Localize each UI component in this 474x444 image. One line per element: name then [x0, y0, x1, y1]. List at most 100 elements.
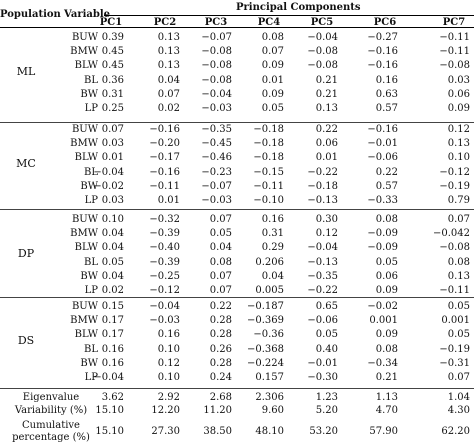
table-cell: −0.04 [149, 301, 180, 312]
header-pc7: PC7 [442, 17, 466, 28]
table-cell: 0.09 [375, 329, 398, 341]
table-cell: 0.08 [209, 256, 232, 268]
population-label: DP [17, 246, 35, 260]
table-cell: 0.17 [101, 315, 124, 327]
table-cell: −0.18 [253, 124, 284, 135]
header-variable: Variable [64, 9, 111, 20]
table-cell: −0.12 [149, 285, 180, 296]
table-cell: −0.08 [201, 46, 232, 58]
table-cell: −0.18 [307, 180, 338, 192]
table-cell: −0.46 [201, 152, 232, 164]
footer-cell: 9.60 [261, 405, 284, 416]
table-cell: −0.03 [201, 103, 232, 114]
group-divider [0, 209, 474, 210]
table-cell: 0.45 [101, 60, 124, 72]
variable-label: BUW [71, 124, 98, 135]
table-cell: 0.05 [209, 228, 232, 240]
table-cell: 0.13 [447, 138, 470, 150]
footer-cell: 4.30 [447, 405, 470, 416]
header-pc3: PC3 [204, 17, 228, 28]
table-cell: 0.07 [447, 372, 470, 383]
variable-label: LP [84, 103, 98, 114]
variable-label: BUW [71, 32, 98, 43]
table-cell: 0.001 [441, 315, 470, 327]
table-cell: −0.15 [253, 166, 284, 178]
table-cell: 0.16 [101, 357, 124, 369]
table-cell: 0.13 [447, 270, 470, 282]
table-cell: −0.16 [149, 124, 180, 135]
table-cell: 0.05 [447, 329, 470, 341]
variable-label: BMW [70, 228, 98, 240]
table-cell: −0.08 [439, 60, 470, 72]
variable-label: BUW [71, 214, 98, 225]
footer-label: percentage (%) [12, 432, 90, 443]
table-cell: 0.21 [375, 372, 398, 383]
table-cell: 0.04 [101, 228, 124, 240]
table-cell: 0.09 [447, 103, 470, 114]
table-cell: −0.11 [253, 180, 284, 192]
table-cell: 0.03 [447, 74, 470, 86]
table-cell: −0.27 [367, 32, 398, 43]
table-cell: 0.05 [101, 256, 124, 268]
table-cell: −0.03 [149, 315, 180, 327]
table-cell: 0.08 [375, 214, 398, 225]
header-pc4: PC4 [257, 17, 281, 28]
table-cell: 0.65 [315, 301, 338, 312]
table-cell: 0.22 [315, 124, 338, 135]
table-cell: 0.09 [261, 88, 284, 100]
table-cell: 0.01 [101, 152, 124, 164]
table-cell: 0.07 [261, 46, 284, 58]
table-cell: 0.09 [261, 60, 284, 72]
footer-cell: 38.50 [203, 426, 232, 437]
table-cell: −0.02 [93, 180, 124, 192]
table-cell: 0.57 [375, 180, 398, 192]
table-cell: 0.29 [261, 242, 284, 254]
variable-label: BW [80, 270, 98, 282]
table-cell: 0.16 [157, 329, 180, 341]
variable-label: BMW [70, 46, 98, 58]
variable-label: LP [84, 372, 98, 383]
table-cell: −0.16 [367, 60, 398, 72]
table-cell: 0.04 [261, 270, 284, 282]
table-cell: −0.08 [201, 74, 232, 86]
population-label: DS [17, 333, 35, 347]
table-cell: 0.10 [157, 372, 180, 383]
table-cell: −0.19 [439, 180, 470, 192]
table-cell: 0.01 [315, 152, 338, 164]
table-cell: 0.15 [101, 301, 124, 312]
table-cell: −0.187 [246, 301, 284, 312]
table-cell: 0.13 [157, 32, 180, 43]
table-cell: 0.17 [101, 329, 124, 341]
table-cell: 0.10 [447, 152, 470, 164]
table-cell: 0.09 [375, 285, 398, 296]
footer-cell: 2.306 [255, 392, 284, 403]
table-cell: −0.10 [253, 195, 284, 206]
table-cell: −0.07 [201, 180, 232, 192]
table-cell: −0.224 [246, 357, 284, 369]
table-cell: 0.06 [315, 138, 338, 150]
table-cell: 0.02 [157, 103, 180, 114]
table-cell: 0.39 [101, 32, 124, 43]
table-cell: 0.05 [261, 103, 284, 114]
table-cell: 0.28 [209, 357, 232, 369]
table-cell: 0.26 [209, 343, 232, 355]
table-cell: 0.63 [375, 88, 398, 100]
table-cell: −0.09 [367, 228, 398, 240]
table-cell: 0.36 [101, 74, 124, 86]
table-cell: −0.042 [432, 228, 470, 240]
table-cell: −0.16 [367, 46, 398, 58]
header-pc1: PC1 [99, 17, 123, 28]
table-cell: 0.04 [101, 270, 124, 282]
table-cell: −0.34 [367, 357, 398, 369]
table-cell: 0.45 [101, 46, 124, 58]
table-cell: −0.09 [367, 242, 398, 254]
rule-header [0, 27, 474, 28]
table-cell: −0.39 [149, 228, 180, 240]
population-label: MC [16, 156, 36, 170]
table-cell: −0.35 [307, 270, 338, 282]
table-cell: −0.06 [307, 315, 338, 327]
table-cell: 0.08 [261, 32, 284, 43]
table-cell: 0.01 [261, 74, 284, 86]
table-cell: −0.04 [93, 372, 124, 383]
table-cell: 0.22 [209, 301, 232, 312]
